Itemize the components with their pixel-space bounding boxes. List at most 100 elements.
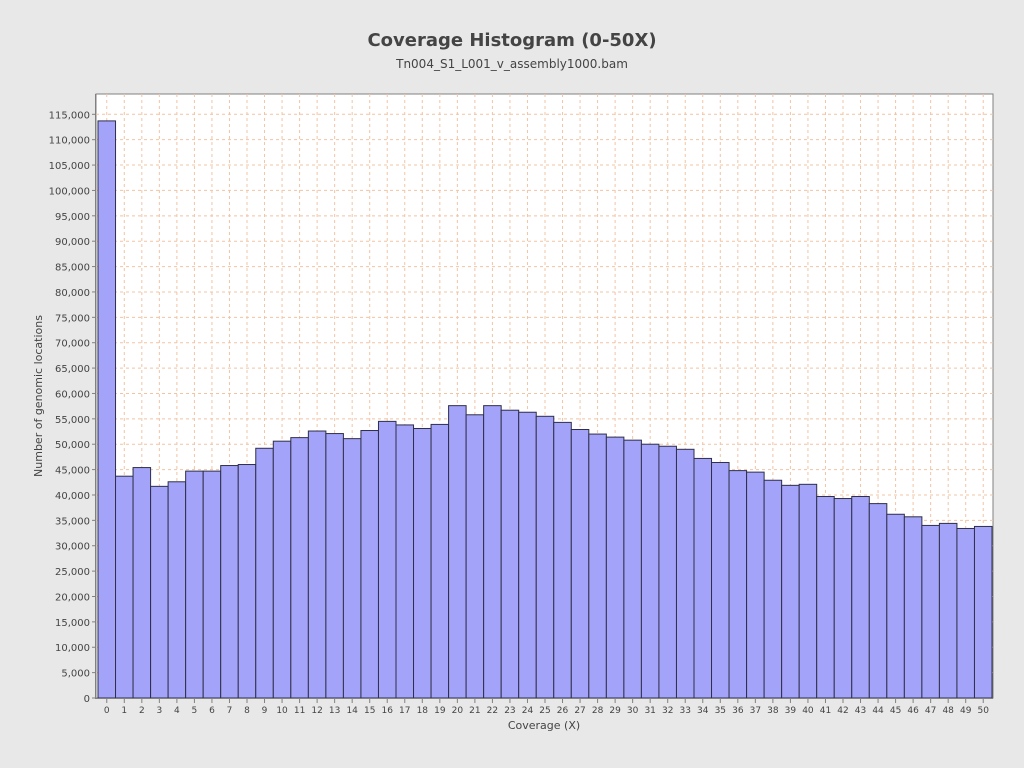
histogram-bar [623,439,642,699]
x-tick-label: 0 [104,706,110,716]
x-tick-label: 9 [262,706,268,716]
y-tick-label: 65,000 [55,364,90,375]
histogram-bar [290,437,309,699]
grid-lines [96,94,993,698]
histogram-bar [833,498,853,699]
histogram-bar [360,430,379,699]
histogram-bar [185,470,204,699]
histogram-bar [483,405,502,699]
histogram-bar [325,433,344,699]
x-tick-label: 34 [697,706,709,716]
y-tick-label: 0 [84,694,90,705]
histogram-bar [658,445,677,699]
y-tick-label: 70,000 [55,339,90,350]
histogram-bar [395,424,415,699]
x-tick-label: 38 [767,706,779,716]
x-tick-label: 24 [522,706,534,716]
x-tick-label: 43 [855,706,866,716]
x-tick-label: 28 [592,706,604,716]
histogram-bar [518,411,537,699]
histogram-bar [763,479,783,699]
x-tick-label: 7 [227,706,233,716]
x-tick-label: 48 [942,706,954,716]
histogram-bar [711,461,730,699]
x-tick-label: 39 [785,706,797,716]
x-tick-label: 3 [156,706,162,716]
y-tick-label: 5,000 [61,669,90,680]
x-tick-label: 44 [872,706,884,716]
histogram-bar [220,465,239,699]
x-tick-label: 45 [890,706,901,716]
histogram-bar [237,464,257,699]
histogram-bar [377,420,397,699]
x-tick-label: 11 [294,706,305,716]
x-tick-label: 20 [452,706,464,716]
histogram-bar [255,447,274,699]
y-tick-label: 35,000 [55,516,90,527]
histogram-bar [535,415,555,699]
x-axis-label: Coverage (X) [508,719,580,732]
histogram-bar [851,495,870,699]
y-axis-label: Number of genomic locations [32,315,45,477]
y-tick-label: 55,000 [55,415,90,426]
y-tick-label: 30,000 [55,542,90,553]
histogram-bar [973,525,993,699]
y-tick-label: 90,000 [55,237,90,248]
histogram-bar [675,448,695,699]
histogram-bar [465,414,485,699]
bars [97,120,993,699]
histogram-bar [605,436,625,699]
histogram-bar [956,527,975,699]
histogram-bar [588,433,607,699]
x-tick-label: 50 [978,706,990,716]
x-tick-label: 2 [139,706,145,716]
histogram-bar [202,470,222,699]
histogram-bar [781,484,800,699]
histogram-bar [97,120,117,699]
x-tick-label: 47 [925,706,936,716]
y-tick-label: 80,000 [55,288,90,299]
x-tick-label: 17 [399,706,410,716]
histogram-bar [342,438,362,699]
y-tick-label: 105,000 [49,161,90,172]
x-tick-label: 25 [539,706,550,716]
histogram-bar [413,427,432,699]
y-tick-label: 85,000 [55,263,90,274]
y-tick-label: 50,000 [55,440,90,451]
histogram-bar [903,516,923,699]
x-tick-label: 12 [311,706,322,716]
x-tick-label: 13 [329,706,340,716]
histogram-bar [728,470,748,699]
histogram-bar [272,440,292,699]
x-tick-label: 31 [644,706,655,716]
x-tick-label: 42 [837,706,848,716]
x-tick-label: 40 [802,706,814,716]
y-tick-label: 110,000 [49,136,90,147]
histogram-bar [553,421,572,699]
y-tick-label: 100,000 [49,186,90,197]
x-tick-label: 36 [732,706,744,716]
y-tick-label: 45,000 [55,466,90,477]
histogram-bar [150,485,169,699]
y-tick-label: 75,000 [55,313,90,324]
x-tick-label: 4 [174,706,180,716]
y-tick-label: 60,000 [55,389,90,400]
x-tick-label: 19 [434,706,446,716]
x-tick-label: 22 [487,706,498,716]
x-tick-label: 35 [715,706,726,716]
x-tick-label: 21 [469,706,480,716]
x-tick-label: 6 [209,706,215,716]
histogram-bar [167,481,187,699]
histogram-bar [448,405,467,699]
chart-subtitle: Tn004_S1_L001_v_assembly1000.bam [396,57,628,71]
histogram-bar [868,503,888,699]
x-tick-label: 18 [417,706,429,716]
x-tick-label: 14 [346,706,358,716]
histogram-bar [746,471,765,699]
histogram-bar [938,522,958,699]
axes: 0 5,000 10,000 15,000 20,000 25,000 30,000 35,0… [49,94,993,716]
y-tick-label: 40,000 [55,491,90,502]
histogram-bar [500,409,520,699]
x-tick-label: 10 [276,706,288,716]
